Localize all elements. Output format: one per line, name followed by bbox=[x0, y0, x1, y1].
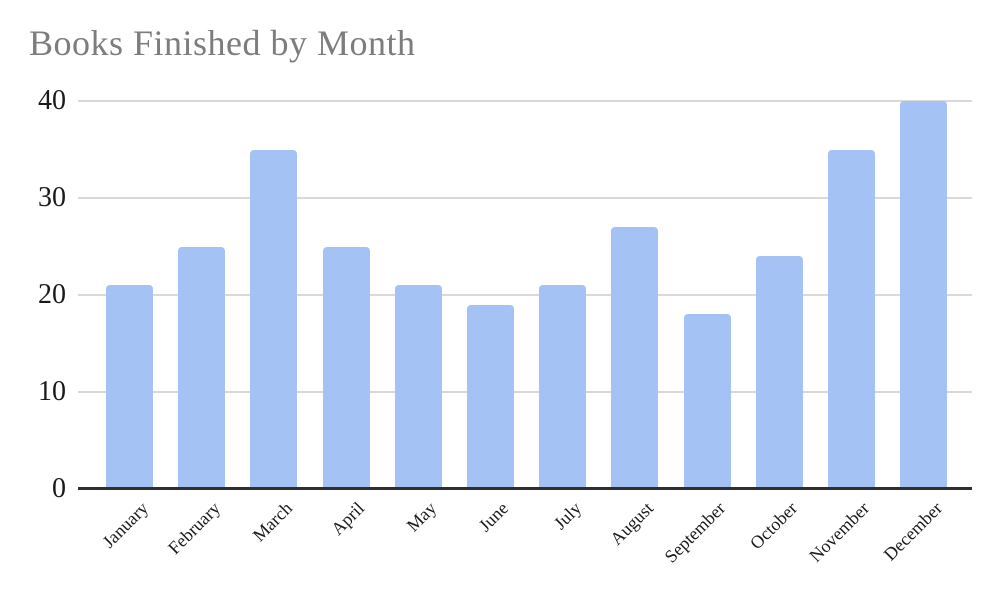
gridline-30 bbox=[78, 197, 972, 199]
x-label-october: October bbox=[479, 498, 801, 553]
x-label-text-march: March bbox=[248, 498, 297, 546]
y-tick-label-30: 30 bbox=[38, 182, 66, 213]
x-label-september: September bbox=[407, 498, 730, 567]
x-label-august: August bbox=[335, 498, 657, 549]
x-label-june: June bbox=[190, 498, 512, 535]
bar-september[interactable] bbox=[683, 314, 731, 489]
chart-title: Books Finished by Month bbox=[29, 23, 416, 63]
gridline-20 bbox=[78, 294, 972, 296]
x-label-april: April bbox=[46, 498, 368, 539]
bar-may[interactable] bbox=[394, 285, 442, 489]
x-label-december: December bbox=[624, 498, 945, 564]
x-label-may: May bbox=[118, 498, 440, 535]
y-tick-label-10: 10 bbox=[38, 376, 66, 407]
x-label-text-august: August bbox=[606, 498, 657, 549]
bar-march[interactable] bbox=[250, 149, 298, 489]
bar-february[interactable] bbox=[178, 246, 226, 489]
bar-november[interactable] bbox=[827, 149, 875, 489]
bar-august[interactable] bbox=[611, 227, 659, 489]
bar-june[interactable] bbox=[466, 304, 514, 489]
bar-july[interactable] bbox=[539, 285, 587, 489]
x-label-text-june: June bbox=[475, 498, 513, 536]
gridline-10 bbox=[78, 391, 972, 393]
y-tick-label-20: 20 bbox=[38, 279, 66, 310]
x-label-text-february: February bbox=[163, 498, 224, 559]
x-label-text-october: October bbox=[746, 498, 802, 554]
x-label-text-may: May bbox=[402, 498, 441, 536]
bar-december[interactable] bbox=[900, 101, 947, 489]
x-label-november: November bbox=[551, 498, 874, 566]
x-label-text-january: January bbox=[97, 498, 152, 552]
x-label-text-december: December bbox=[879, 498, 946, 565]
gridline-40 bbox=[78, 100, 972, 102]
x-axis-line bbox=[78, 487, 972, 490]
y-tick-label-0: 0 bbox=[52, 473, 66, 504]
x-label-text-july: July bbox=[549, 498, 585, 534]
bar-april[interactable] bbox=[322, 246, 370, 489]
x-label-text-november: November bbox=[805, 498, 874, 566]
y-tick-label-40: 40 bbox=[38, 85, 66, 116]
bar-october[interactable] bbox=[755, 256, 803, 489]
x-label-july: July bbox=[263, 498, 584, 533]
bar-january[interactable] bbox=[106, 285, 153, 489]
x-label-text-april: April bbox=[327, 498, 369, 540]
x-label-text-september: September bbox=[660, 498, 730, 567]
